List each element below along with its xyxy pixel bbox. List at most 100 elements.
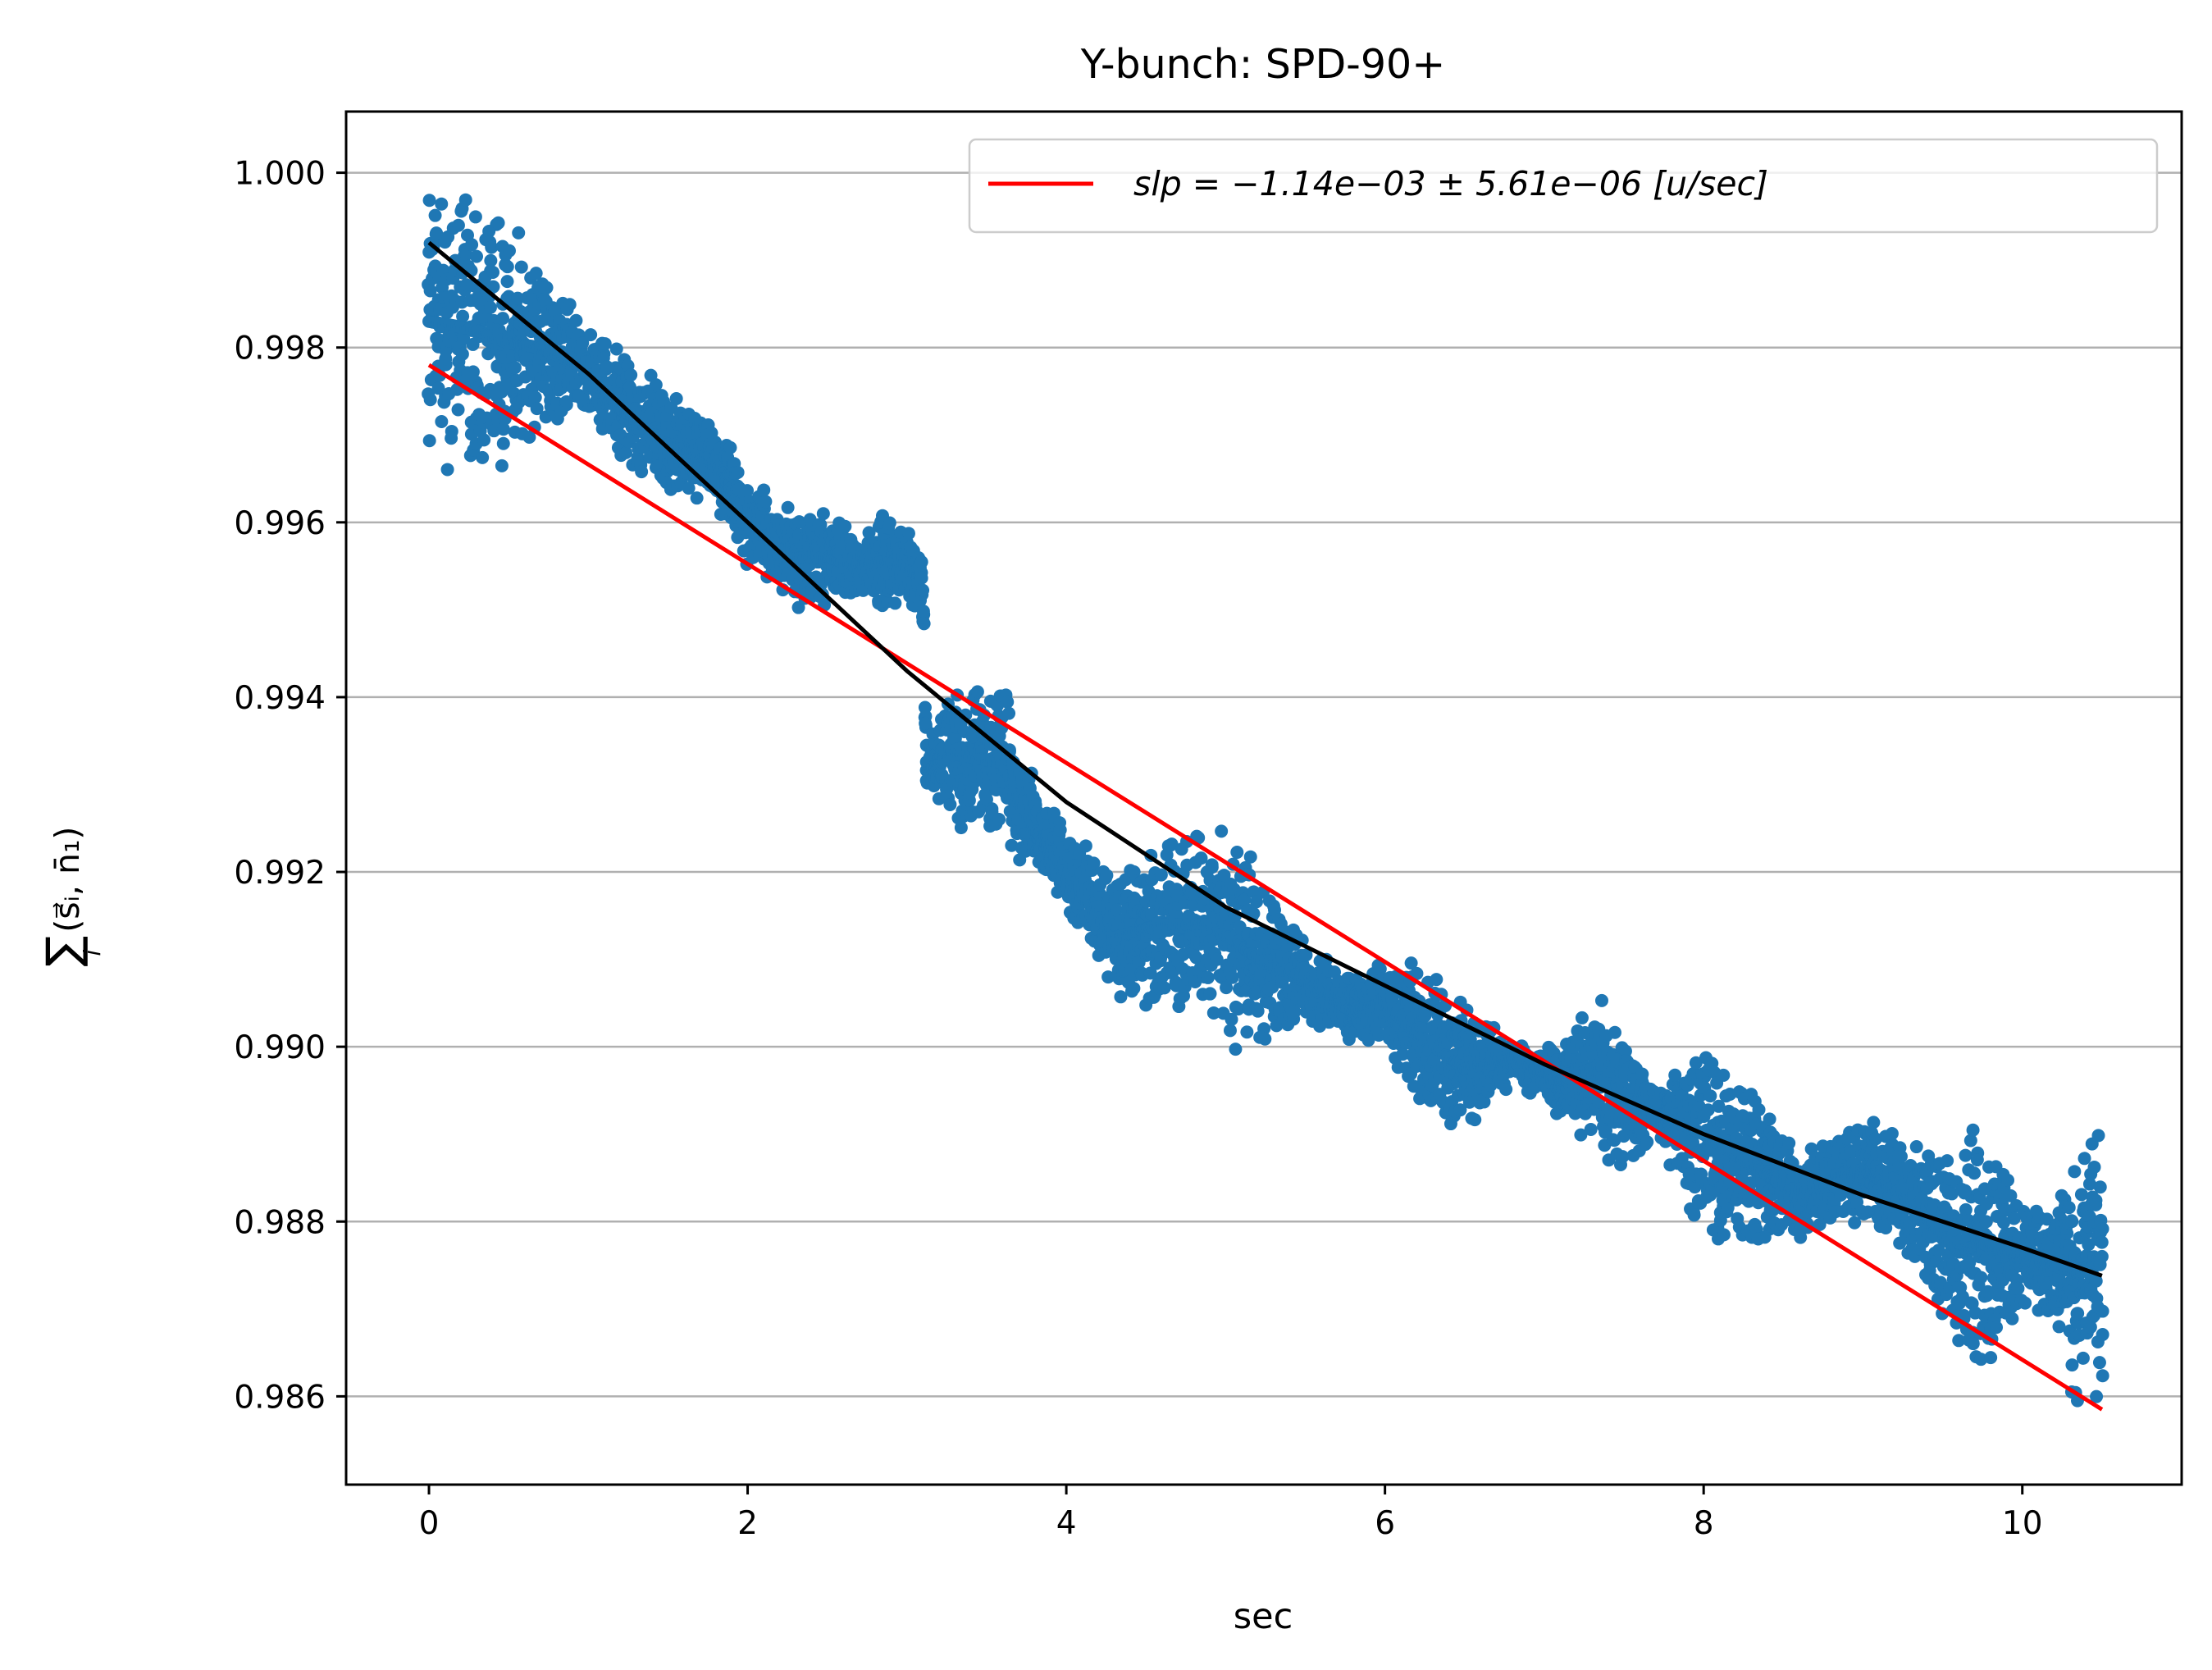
scatter-point bbox=[1230, 846, 1244, 860]
scatter-point bbox=[1668, 1068, 1682, 1082]
scatter-point bbox=[1201, 970, 1215, 984]
scatter-point bbox=[1635, 1067, 1649, 1081]
scatter-point bbox=[1005, 838, 1019, 852]
scatter-point bbox=[491, 216, 505, 230]
scatter-point bbox=[1143, 966, 1157, 980]
scatter-point bbox=[1499, 1083, 1513, 1097]
scatter-point bbox=[470, 249, 484, 263]
scatter-point bbox=[1717, 1068, 1731, 1082]
scatter-point bbox=[1410, 966, 1424, 980]
scatter-point bbox=[1206, 1006, 1220, 1020]
scatter-point bbox=[1223, 1024, 1237, 1038]
scatter-point bbox=[883, 516, 896, 530]
scatter-point bbox=[1959, 1202, 1973, 1216]
scatter-point bbox=[1101, 970, 1115, 984]
scatter-point bbox=[1608, 1025, 1621, 1039]
scatter-point bbox=[435, 415, 449, 429]
scatter-point bbox=[445, 431, 458, 445]
scatter-point bbox=[1574, 1128, 1588, 1142]
scatter-point bbox=[512, 226, 526, 240]
scatter-point bbox=[1247, 885, 1261, 899]
scatter-point bbox=[1957, 1309, 1971, 1323]
scatter-point bbox=[1868, 1132, 1882, 1146]
scatter-point bbox=[514, 260, 528, 274]
scatter-point bbox=[456, 309, 470, 323]
scatter-point bbox=[1258, 1032, 1272, 1046]
scatter-point bbox=[816, 507, 830, 521]
scatter-point bbox=[619, 445, 633, 459]
scatter-point bbox=[1231, 1002, 1245, 1016]
scatter-point bbox=[1966, 1337, 1980, 1351]
scatter-point bbox=[759, 495, 773, 509]
scatter-point bbox=[1640, 1135, 1654, 1149]
scatter-point bbox=[1154, 868, 1168, 882]
scatter-point bbox=[1225, 970, 1239, 984]
scatter-point bbox=[1053, 823, 1067, 837]
scatter-point bbox=[1079, 839, 1092, 853]
scatter-point bbox=[1288, 1005, 1302, 1019]
scatter-point bbox=[914, 555, 928, 569]
scatter-point bbox=[1703, 1089, 1717, 1103]
scatter-point bbox=[1266, 980, 1279, 994]
scatter-point bbox=[624, 368, 638, 382]
scatter-point bbox=[901, 527, 915, 541]
grid-lines bbox=[346, 171, 2182, 1398]
scatter-point bbox=[477, 433, 491, 447]
scatter-point bbox=[635, 465, 649, 479]
scatter-point bbox=[576, 336, 590, 350]
scatter-point bbox=[1257, 1022, 1271, 1036]
scatter-point bbox=[970, 685, 984, 699]
scatter-point bbox=[888, 596, 902, 610]
scatter-point bbox=[1087, 856, 1101, 870]
scatter-point bbox=[682, 481, 696, 495]
scatter-point bbox=[1110, 903, 1124, 917]
scatter-point bbox=[1194, 851, 1208, 865]
scatter-point bbox=[455, 347, 469, 361]
scatter-point bbox=[1963, 1134, 1977, 1148]
scatter-point bbox=[1127, 981, 1141, 995]
scatter-point bbox=[484, 253, 498, 267]
scatter-point bbox=[1229, 1043, 1243, 1056]
scatter-point bbox=[791, 600, 805, 614]
scatter-point bbox=[584, 328, 598, 342]
scatter-point bbox=[1618, 1044, 1632, 1058]
scatter-point bbox=[919, 716, 933, 730]
scatter-point bbox=[1205, 858, 1219, 872]
scatter-point bbox=[1299, 948, 1313, 962]
scatter-point bbox=[1404, 956, 1418, 970]
scatter-point bbox=[428, 208, 442, 222]
scatter-point bbox=[1885, 1127, 1899, 1141]
scatter-point bbox=[1712, 1099, 1726, 1113]
scatter-point bbox=[451, 403, 465, 417]
scatter-point bbox=[690, 491, 704, 505]
scatter-point bbox=[430, 226, 444, 240]
scatter-point bbox=[1575, 1011, 1589, 1024]
scatter-point bbox=[1894, 1149, 1908, 1163]
scatter-point bbox=[508, 361, 522, 375]
scatter-point bbox=[522, 430, 536, 444]
scatter-point bbox=[1462, 1095, 1476, 1109]
scatter-point bbox=[1210, 952, 1224, 966]
scatter-point bbox=[862, 526, 876, 540]
scatter-point bbox=[1251, 1004, 1265, 1018]
scatter-point bbox=[465, 238, 479, 252]
scatter-point bbox=[1468, 1113, 1482, 1127]
scatter-point bbox=[496, 312, 510, 326]
scatter-point bbox=[540, 281, 554, 294]
scatter-point bbox=[1959, 1148, 1973, 1162]
scatter-point bbox=[1909, 1140, 1923, 1154]
scatter-point bbox=[1616, 1150, 1630, 1164]
scatter-point bbox=[1238, 892, 1252, 906]
scatter-point bbox=[1964, 1296, 1978, 1310]
scatter-point bbox=[502, 244, 516, 258]
scatter-point bbox=[1584, 1122, 1598, 1136]
scatter-point bbox=[1689, 1056, 1703, 1070]
scatter-point bbox=[435, 197, 449, 211]
scatter-point bbox=[1687, 1208, 1701, 1222]
scatter-point bbox=[1701, 1103, 1715, 1117]
scatter-point bbox=[1243, 850, 1257, 864]
scatter-point bbox=[1594, 993, 1608, 1007]
scatter-point bbox=[529, 267, 543, 281]
scatter-point bbox=[1203, 987, 1217, 1001]
